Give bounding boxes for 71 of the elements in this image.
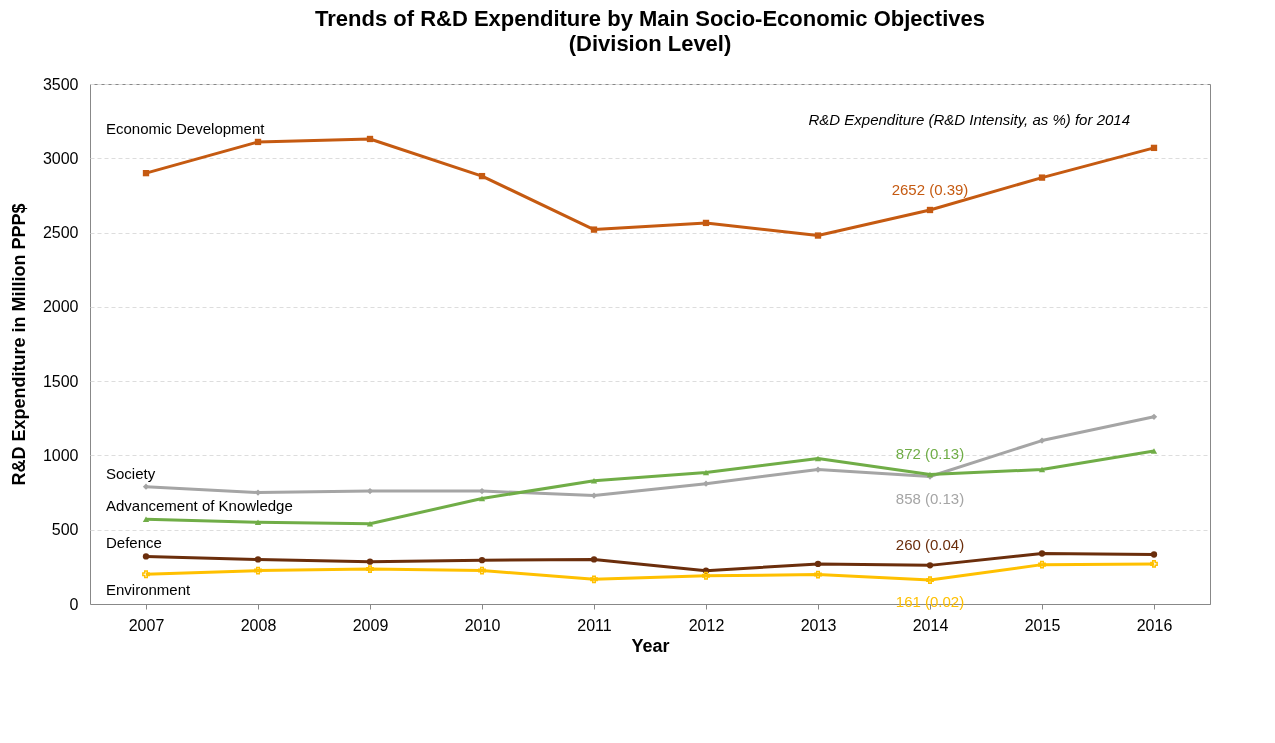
y-tick-label: 1000 [42, 446, 79, 464]
y-tick-label: 3500 [42, 75, 79, 93]
y-tick-label: 3000 [42, 149, 79, 167]
chart-title: Trends of R&D Expenditure by Main Socio-Economic Objectives [315, 6, 985, 31]
point [1038, 550, 1046, 557]
point [478, 566, 486, 575]
x-tick-label: 2013 [800, 616, 837, 634]
point [702, 469, 710, 476]
point [366, 558, 374, 565]
x-axis-title: Year [631, 635, 670, 656]
point [814, 455, 822, 462]
data-label: 858 (0.13) [895, 489, 965, 507]
point [702, 571, 710, 580]
x-tick-label: 2012 [688, 616, 725, 634]
y-tick-label: 1500 [42, 372, 79, 390]
series-label: Economic Development [106, 119, 266, 137]
point [1038, 466, 1046, 473]
x-tick-label: 2015 [1024, 616, 1061, 634]
point [814, 560, 822, 568]
x-tick-label: 2011 [577, 616, 612, 634]
point [254, 138, 262, 146]
y-tick-label: 2000 [42, 298, 79, 316]
point [814, 570, 822, 579]
point [366, 135, 374, 143]
x-tick-label: 2008 [240, 616, 277, 634]
data-label: 2652 (0.39) [891, 180, 969, 198]
point [590, 556, 598, 563]
point [142, 570, 150, 579]
point [254, 519, 262, 526]
point [478, 557, 486, 564]
point [590, 226, 598, 233]
point [926, 576, 934, 584]
point [1038, 560, 1046, 569]
y-tick-label: 0 [69, 595, 79, 613]
y-tick-label: 500 [51, 521, 79, 539]
point [926, 562, 934, 569]
point [254, 556, 262, 563]
x-tick-label: 2014 [912, 616, 949, 634]
data-label: 161 (0.02) [895, 593, 965, 611]
point [254, 566, 262, 575]
x-tick-label: 2009 [352, 616, 389, 634]
point [814, 232, 822, 239]
y-axis-title: R&D Expenditure in Million PPP$ [8, 203, 29, 486]
point [1038, 437, 1046, 444]
point [478, 495, 486, 502]
annotation: R&D Expenditure (R&D Intensity, as %) for 2014 [808, 111, 1130, 128]
point [1150, 551, 1158, 558]
x-tick-label: 2007 [128, 616, 165, 634]
point [702, 219, 710, 227]
point [1150, 448, 1158, 454]
point [366, 565, 374, 573]
point [926, 206, 934, 214]
point [142, 169, 150, 177]
point [1150, 144, 1158, 152]
point [142, 553, 150, 560]
data-label: 260 (0.04) [895, 536, 965, 554]
y-tick-label: 2500 [42, 224, 79, 242]
series-label: Advancement of Knowledge [106, 497, 293, 515]
data-label: 872 (0.13) [895, 445, 965, 463]
series-label: Defence [106, 534, 162, 552]
point [590, 575, 598, 584]
series-label: Society [106, 464, 156, 482]
point [1150, 559, 1158, 568]
x-tick-label: 2010 [464, 616, 501, 634]
point [142, 516, 150, 523]
chart-subtitle: (Division Level) [568, 31, 732, 56]
point [478, 172, 486, 180]
point [1038, 174, 1046, 181]
series-label: Environment [106, 581, 192, 599]
x-tick-label: 2016 [1136, 616, 1173, 634]
point [366, 521, 374, 527]
